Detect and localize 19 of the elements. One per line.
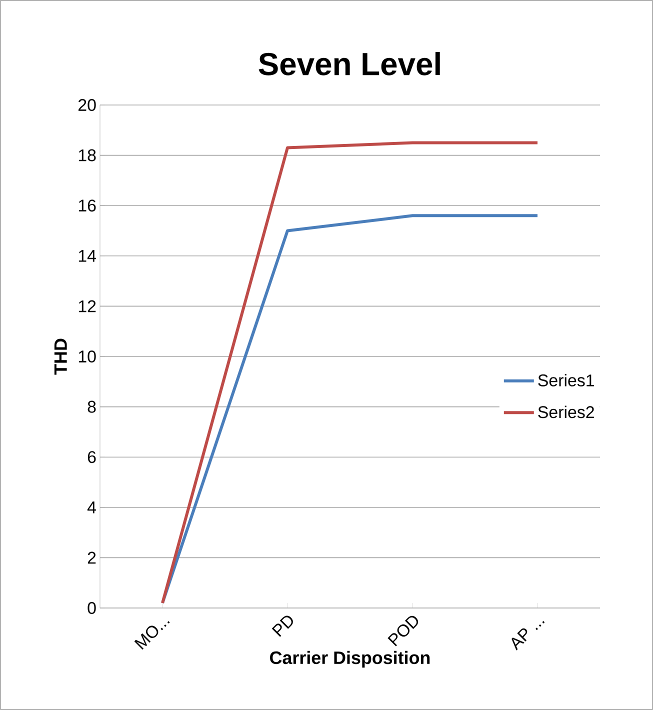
x-axis-title: Carrier Disposition	[270, 650, 430, 668]
y-tick-label: 8	[88, 400, 96, 413]
y-tick-label: 14	[78, 250, 96, 262]
x-tick-label: AP ...	[512, 621, 545, 650]
y-tick-label: 18	[78, 149, 96, 162]
legend-label: Series1	[538, 374, 594, 386]
x-tick-label: MO...	[134, 621, 170, 650]
chart-title: Seven Level	[258, 52, 440, 76]
y-tick-label: 2	[88, 552, 96, 564]
legend-label: Series2	[538, 406, 594, 418]
y-tick-label: 4	[87, 502, 96, 514]
y-tick-label: 0	[88, 602, 96, 614]
y-tick-label: 10	[78, 350, 96, 362]
y-tick-label: 6	[88, 451, 96, 464]
y-tick-label: 20	[78, 98, 96, 111]
y-tick-label: 16	[78, 200, 96, 212]
y-axis-title: THD	[54, 338, 67, 375]
x-tick-label: PD	[272, 616, 293, 637]
y-tick-label: 12	[78, 300, 96, 312]
